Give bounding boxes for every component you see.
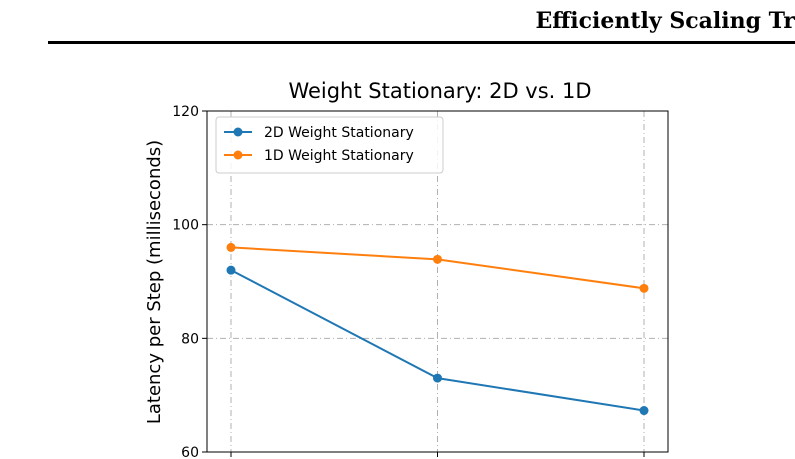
y-tick-label: 80 [181, 331, 199, 347]
y-tick-label: 120 [172, 104, 199, 120]
y-axis-label: Latency per Step (milliseconds) [144, 140, 165, 424]
data-point [226, 242, 236, 252]
legend-label: 2D Weight Stationary [264, 125, 414, 141]
running-header: Efficiently Scaling Tr [535, 8, 795, 34]
legend: 2D Weight Stationary 1D Weight Stationary [215, 116, 444, 174]
series-layer [226, 242, 649, 416]
data-point [433, 373, 442, 383]
legend-marker [233, 150, 243, 160]
y-tick-label: 100 [172, 218, 199, 234]
y-tick-label: 60 [181, 445, 199, 459]
data-point [433, 254, 442, 264]
chart-title: Weight Stationary: 2D vs. 1D [288, 79, 591, 103]
legend-box [215, 116, 444, 174]
axes-layer: 60 80 100 120 [172, 104, 669, 459]
data-point [226, 265, 236, 275]
legend-marker [233, 127, 243, 137]
header-rule [48, 41, 795, 44]
legend-label: 1D Weight Stationary [264, 148, 414, 164]
data-point [639, 283, 649, 293]
data-point [639, 406, 649, 416]
